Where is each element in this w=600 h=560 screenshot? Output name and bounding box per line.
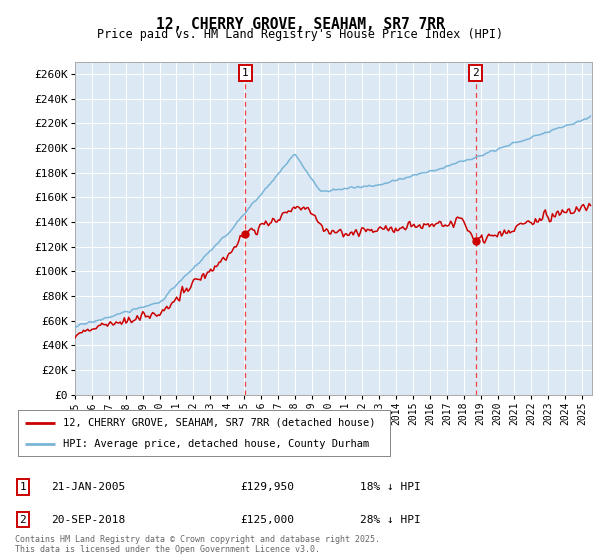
Text: £129,950: £129,950 [240,482,294,492]
Text: Price paid vs. HM Land Registry's House Price Index (HPI): Price paid vs. HM Land Registry's House … [97,28,503,41]
Text: 18% ↓ HPI: 18% ↓ HPI [360,482,421,492]
Text: 21-JAN-2005: 21-JAN-2005 [51,482,125,492]
Text: 2: 2 [473,68,479,78]
Text: 1: 1 [242,68,248,78]
Text: 20-SEP-2018: 20-SEP-2018 [51,515,125,525]
Text: 2: 2 [19,515,26,525]
Text: 12, CHERRY GROVE, SEAHAM, SR7 7RR: 12, CHERRY GROVE, SEAHAM, SR7 7RR [155,17,445,32]
Text: 1: 1 [19,482,26,492]
Text: 12, CHERRY GROVE, SEAHAM, SR7 7RR (detached house): 12, CHERRY GROVE, SEAHAM, SR7 7RR (detac… [62,418,375,428]
Text: Contains HM Land Registry data © Crown copyright and database right 2025.
This d: Contains HM Land Registry data © Crown c… [15,535,380,554]
Text: HPI: Average price, detached house, County Durham: HPI: Average price, detached house, Coun… [62,439,369,449]
Text: £125,000: £125,000 [240,515,294,525]
Text: 28% ↓ HPI: 28% ↓ HPI [360,515,421,525]
